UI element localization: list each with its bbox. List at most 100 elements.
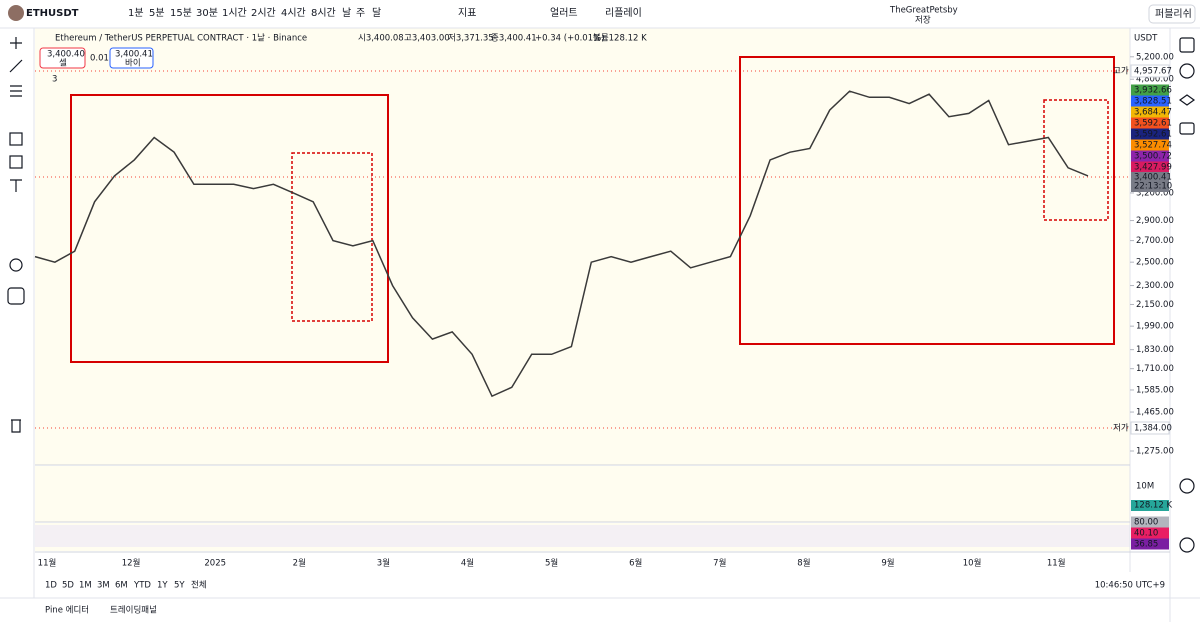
- layout-name[interactable]: TheGreatPetsby: [889, 6, 958, 16]
- legend-high: 고3,403.00: [404, 34, 450, 44]
- range-button[interactable]: 3M: [97, 581, 110, 591]
- last-badge: [1131, 172, 1169, 192]
- last-price: 3,400.41: [1134, 173, 1172, 183]
- interval[interactable]: 15분: [170, 7, 192, 19]
- annotation-box: [70, 94, 389, 363]
- annotation-box: [739, 56, 1115, 345]
- ma-badge: [1131, 95, 1169, 107]
- interval[interactable]: 주: [356, 8, 365, 19]
- range-button[interactable]: 1D: [45, 581, 57, 591]
- interval[interactable]: 2시간: [251, 7, 276, 19]
- ma-value: 3,592.61: [1134, 130, 1172, 140]
- sidebar-icon[interactable]: [1179, 478, 1195, 494]
- y-tick-label: 1,990.00: [1136, 322, 1174, 332]
- sidebar-icon[interactable]: [1179, 63, 1195, 79]
- buy-label: 바이: [125, 58, 141, 69]
- x-tick-label: 11월: [38, 558, 57, 569]
- tool-icon[interactable]: [10, 37, 22, 49]
- high-badge: [1130, 64, 1170, 78]
- sell-button[interactable]: [39, 47, 86, 69]
- pine-editor-tab[interactable]: Pine 에디터: [45, 606, 89, 616]
- tool-icon[interactable]: [9, 258, 23, 272]
- tool-icon[interactable]: [9, 155, 23, 169]
- currency: USDT: [1134, 34, 1158, 44]
- alert-button[interactable]: 얼러트: [550, 7, 578, 19]
- legend-volume: 볼륨128.12 K: [593, 33, 647, 44]
- tool-icon[interactable]: [7, 287, 25, 305]
- symbol[interactable]: ETHUSDT: [26, 8, 79, 19]
- high-value: 4,957.67: [1134, 67, 1172, 77]
- x-tick-label: 4월: [461, 558, 474, 569]
- x-tick-label: 10월: [963, 558, 982, 569]
- interval[interactable]: 30분: [196, 7, 218, 19]
- y-tick-label: 2,500.00: [1136, 258, 1174, 268]
- legend-low: 저3,371.35: [448, 34, 494, 44]
- tool-icon[interactable]: [10, 179, 22, 192]
- interval[interactable]: 날: [342, 7, 351, 19]
- y-tick-label: 2,300.00: [1136, 281, 1174, 291]
- high-label: 고가: [1113, 67, 1129, 77]
- countdown: 22:13:10: [1134, 182, 1172, 192]
- ma-badge: [1131, 161, 1169, 173]
- indicators-button[interactable]: 지표: [458, 7, 476, 19]
- collapsed-count[interactable]: 3: [52, 75, 57, 85]
- y-tick-label: 1,830.00: [1136, 345, 1174, 355]
- x-tick-label: 3월: [377, 558, 390, 569]
- ma-value: 3,527.74: [1134, 141, 1172, 151]
- tool-icon[interactable]: [9, 132, 23, 146]
- tool-icon[interactable]: [9, 59, 23, 73]
- tool-icon[interactable]: [11, 419, 21, 433]
- range-button[interactable]: 1Y: [157, 581, 168, 591]
- ma-value: 3,427.99: [1134, 163, 1172, 173]
- x-tick-label: 8월: [797, 558, 810, 569]
- range-button[interactable]: YTD: [133, 581, 151, 591]
- avatar[interactable]: [8, 5, 24, 21]
- interval[interactable]: 4시간: [281, 7, 306, 19]
- save-label: 저장: [915, 15, 931, 26]
- low-label: 저가: [1113, 424, 1129, 434]
- legend-title: Ethereum / TetherUS PERPETUAL CONTRACT ·…: [55, 33, 307, 44]
- replay-button[interactable]: 리플레이: [605, 7, 642, 19]
- y-tick-label: 4,800.00: [1136, 75, 1174, 85]
- range-button[interactable]: 전체: [191, 580, 207, 591]
- interval[interactable]: 1시간: [222, 7, 247, 19]
- buy-price: 3,400.41: [115, 50, 153, 60]
- ma-value: 3,684.47: [1134, 108, 1172, 118]
- interval[interactable]: 1분: [128, 7, 144, 19]
- annotation-box: [1043, 99, 1109, 221]
- publish-label[interactable]: 퍼블리쉬: [1155, 8, 1192, 20]
- right-sidebar: [1178, 37, 1196, 553]
- y-tick-label: 1,585.00: [1136, 385, 1174, 395]
- low-badge: [1130, 421, 1170, 435]
- interval[interactable]: 5분: [149, 7, 165, 19]
- y-tick-label: 2,900.00: [1136, 216, 1174, 226]
- sidebar-icon[interactable]: [1178, 94, 1196, 106]
- x-tick-label: 2월: [293, 558, 306, 569]
- range-button[interactable]: 1M: [79, 581, 92, 591]
- ma-badge: [1131, 150, 1169, 162]
- rsi-badge: [1131, 516, 1169, 528]
- buy-button[interactable]: [109, 47, 154, 69]
- rsi-value: 80.00: [1134, 518, 1158, 528]
- sidebar-icon[interactable]: [1179, 537, 1195, 553]
- price-line: [34, 90, 1089, 398]
- ma-badge: [1131, 106, 1169, 118]
- publish-button[interactable]: [1148, 4, 1196, 24]
- clock: 10:46:50 UTC+9: [1095, 581, 1165, 591]
- range-button[interactable]: 6M: [115, 581, 128, 591]
- legend-change: +0.34 (+0.01%): [535, 34, 605, 44]
- interval[interactable]: 8시간: [311, 7, 336, 19]
- y-tick-label: 2,150.00: [1136, 300, 1174, 310]
- range-button[interactable]: 5D: [62, 581, 74, 591]
- trading-panel-tab[interactable]: 트레이딩패널: [110, 605, 157, 616]
- sidebar-icon[interactable]: [1179, 122, 1195, 135]
- main-pane: [35, 28, 1130, 465]
- sidebar-icon[interactable]: [1179, 37, 1195, 53]
- interval[interactable]: 달: [372, 7, 381, 19]
- tool-icon[interactable]: [10, 85, 22, 97]
- rsi-value: 36.85: [1134, 540, 1158, 550]
- range-button[interactable]: 5Y: [174, 581, 185, 591]
- ma-badge: [1131, 128, 1169, 140]
- x-tick-label: 9월: [881, 558, 894, 569]
- volume-pane: [35, 466, 1130, 522]
